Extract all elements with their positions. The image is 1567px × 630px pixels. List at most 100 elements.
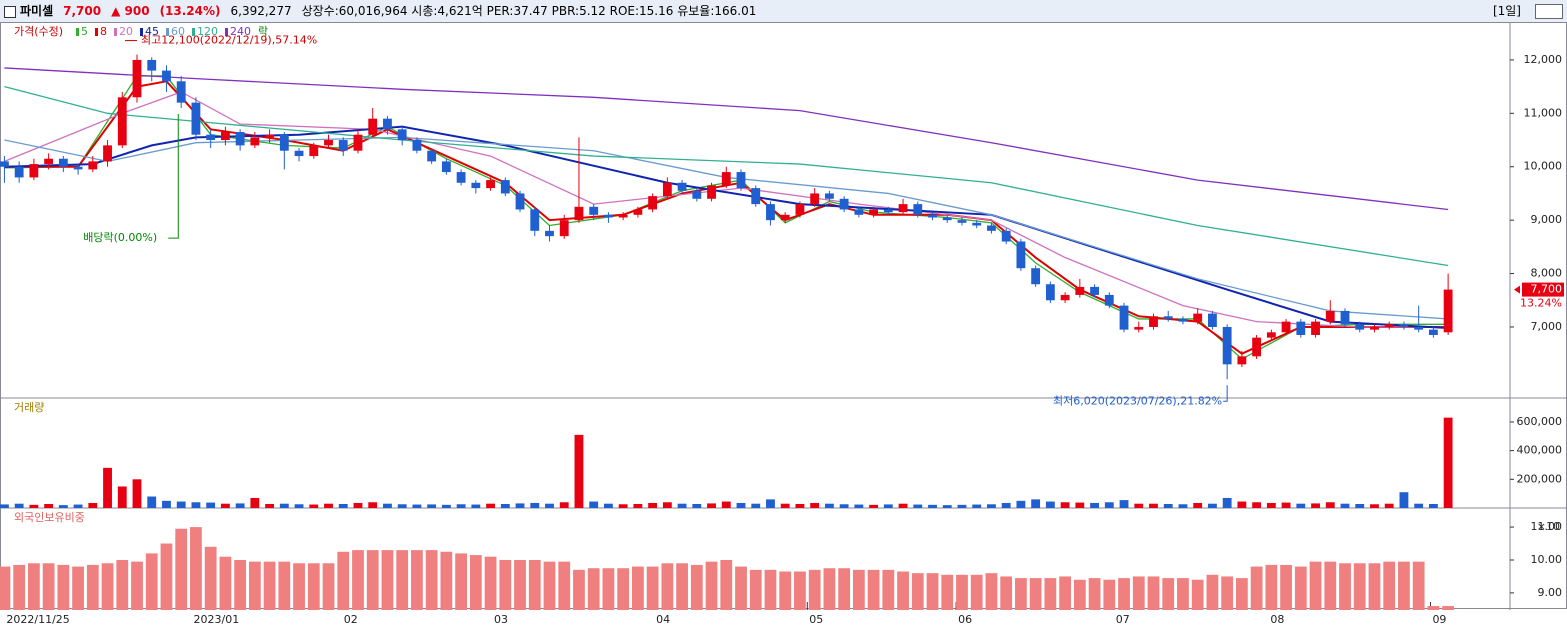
foreign-bar: [735, 566, 747, 610]
legend-entry: 120: [197, 25, 218, 38]
foreign-bar: [1206, 574, 1219, 610]
foreign-bar: [956, 574, 968, 610]
legend-swatch: [114, 28, 117, 36]
foreign-bar: [0, 566, 11, 610]
foreign-bar: [352, 550, 364, 610]
foreign-bar: [794, 571, 806, 610]
candle-body: [58, 158, 68, 167]
foreign-bar: [573, 569, 585, 610]
volume-bar: [1325, 502, 1335, 508]
foreign-bar: [440, 551, 453, 610]
volume-bar: [1384, 503, 1394, 508]
volume-bar: [795, 503, 805, 508]
volume-bar: [942, 505, 952, 508]
volume-bar: [162, 500, 171, 508]
volume-bar: [58, 505, 68, 508]
candle-body: [545, 230, 554, 237]
foreign-bar: [631, 566, 644, 610]
volume: 6,392,277: [230, 4, 292, 18]
volume-bar: [692, 503, 702, 508]
volume-bar: [103, 467, 112, 508]
volume-bar: [648, 502, 658, 508]
candle-body: [1001, 230, 1011, 242]
volume-bar: [1178, 504, 1188, 508]
period[interactable]: [1일]: [1492, 4, 1521, 18]
candle-body: [44, 158, 54, 165]
checkbox[interactable]: [4, 5, 16, 18]
foreign-bar: [72, 566, 84, 610]
candle-body: [515, 193, 525, 210]
legend-swatch: [166, 28, 169, 36]
candle-body: [633, 209, 643, 215]
candle-body: [88, 161, 98, 170]
foreign-bar: [1044, 578, 1057, 610]
x-tick-label: 2023/01: [194, 613, 240, 626]
volume-bar: [662, 502, 672, 508]
candle-body: [692, 190, 702, 199]
volume-bar: [898, 503, 908, 508]
candle-body: [1104, 294, 1114, 306]
volume-bar: [309, 504, 319, 508]
candle-body: [810, 193, 820, 205]
volume-bar: [14, 503, 24, 508]
annotation-arrow: [1223, 385, 1228, 402]
candle-body: [191, 102, 201, 135]
foreign-bar: [101, 563, 114, 610]
ma-line: [4, 125, 1449, 330]
foreign-bar: [425, 550, 438, 610]
volume-bar: [324, 503, 333, 508]
volume-bar: [1016, 500, 1026, 508]
foreign-bar: [1029, 578, 1042, 610]
x-tick-label: 09: [1432, 613, 1446, 626]
candle-body: [1031, 268, 1041, 285]
volume-bar: [589, 501, 599, 508]
foreign-bar: [543, 561, 556, 610]
y-tick-label: 10.00: [1531, 553, 1563, 566]
annotation: 최고12,100(2022/12/19),57.14%: [141, 34, 317, 47]
candle-body: [1428, 329, 1438, 335]
candle-body: [14, 166, 24, 178]
volume-bar: [500, 503, 510, 508]
volume-bar: [265, 503, 275, 508]
foreign-bar: [1221, 576, 1234, 610]
candle-body: [1325, 310, 1335, 322]
volume-bar: [29, 504, 39, 508]
volume-bar: [176, 501, 186, 508]
x-tick-label: 05: [809, 613, 823, 626]
volume-bar: [1163, 503, 1173, 508]
volume-bar: [412, 504, 422, 508]
foreign-bar: [867, 569, 880, 610]
y-tick-label: 7,000: [1531, 320, 1563, 333]
volume-bar: [235, 503, 245, 508]
volume-bar: [751, 503, 761, 508]
foreign-bar: [852, 569, 865, 610]
change-pct: (13.24%): [159, 4, 221, 18]
foreign-bar: [970, 574, 983, 610]
volume-bar: [810, 502, 820, 508]
window-buttons[interactable]: [1535, 4, 1563, 19]
foreign-bar: [307, 563, 320, 610]
volume-bar: [1134, 503, 1144, 508]
candle-body: [117, 97, 127, 146]
volume-bar: [824, 503, 834, 508]
candle-body: [265, 134, 275, 138]
volume-bar: [294, 504, 304, 508]
foreign-bar: [1015, 578, 1027, 610]
foreign-bar: [1324, 561, 1337, 610]
candle-body: [1281, 321, 1291, 333]
foreign-bar: [823, 568, 836, 610]
volume-bar: [279, 503, 289, 508]
volume-bar: [766, 499, 775, 508]
foreign-bar: [911, 573, 924, 610]
candle-body: [324, 140, 333, 146]
x-tick-label: 03: [494, 613, 508, 626]
candle-body: [29, 164, 39, 178]
foreign-bar: [985, 573, 998, 610]
candle-body: [1134, 326, 1144, 330]
foreign-bar: [1398, 561, 1410, 610]
volume-bar: [1149, 503, 1158, 508]
candle-body: [279, 134, 289, 151]
foreign-bar: [396, 550, 409, 610]
foreign-bar: [278, 561, 291, 610]
candle-body: [662, 182, 672, 197]
